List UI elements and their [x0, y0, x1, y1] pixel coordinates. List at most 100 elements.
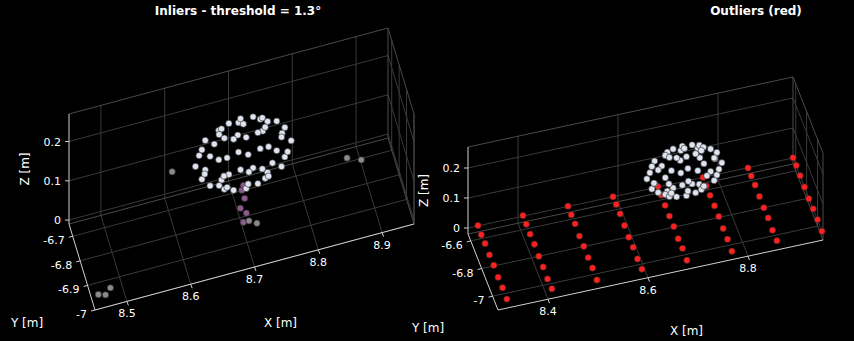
x-tick-label: 8.6 — [182, 290, 200, 303]
grid-line — [482, 199, 807, 269]
point — [269, 160, 275, 166]
z-tick — [464, 228, 468, 229]
point — [675, 236, 681, 242]
point — [207, 183, 213, 189]
point — [701, 183, 707, 189]
z-tick — [65, 220, 69, 221]
box-edge — [414, 114, 415, 224]
grid-line — [69, 134, 388, 220]
grid-line — [468, 128, 793, 198]
grid-line — [80, 175, 399, 261]
point — [102, 292, 108, 298]
point — [655, 167, 661, 173]
point — [810, 206, 816, 212]
box-edge — [69, 28, 388, 114]
point — [585, 254, 591, 260]
point — [358, 157, 364, 163]
point — [681, 145, 687, 151]
point — [724, 236, 730, 242]
grid — [69, 28, 414, 310]
point — [241, 195, 247, 201]
z-tick — [464, 168, 468, 169]
point — [670, 146, 676, 152]
grid-line — [406, 89, 407, 199]
point — [649, 163, 655, 169]
title: Inliers - threshold = 1.3° — [155, 4, 321, 18]
point — [679, 182, 685, 188]
box-edge — [69, 138, 388, 224]
point — [711, 155, 717, 161]
grid-line — [388, 95, 414, 181]
y-tick-label: -6.8 — [452, 267, 473, 280]
point — [257, 145, 263, 151]
x-tick-label: 8.8 — [310, 256, 328, 269]
point — [673, 155, 679, 161]
point — [647, 170, 653, 176]
point — [95, 291, 101, 297]
point — [226, 120, 232, 126]
points — [475, 142, 825, 303]
point — [684, 257, 690, 263]
y-tick-label: -6.9 — [58, 283, 79, 296]
point — [630, 244, 636, 250]
point — [245, 151, 251, 157]
grid-line — [468, 158, 793, 228]
x-tick — [548, 299, 550, 303]
point — [576, 233, 582, 239]
point — [274, 147, 280, 153]
box-edge — [793, 164, 823, 240]
point — [344, 155, 350, 161]
point — [278, 163, 284, 169]
y-tick — [478, 269, 482, 270]
grid-line — [793, 158, 823, 234]
x-tick — [748, 256, 750, 260]
point — [707, 146, 713, 152]
grid-line — [518, 136, 519, 223]
y-tick-label: -6.6 — [441, 239, 462, 252]
background — [0, 0, 854, 341]
point — [568, 212, 574, 218]
point — [617, 211, 623, 217]
point — [549, 286, 555, 292]
x-tick-label: 8.4 — [539, 305, 557, 318]
point — [651, 180, 657, 186]
point — [581, 243, 587, 249]
point — [230, 136, 236, 142]
point — [475, 222, 481, 228]
point — [486, 252, 492, 258]
grid-line — [100, 105, 101, 215]
point — [246, 169, 252, 175]
ticks: 8.48.68.8-6.6-6.8-700.10.2 — [441, 162, 756, 318]
point — [678, 170, 684, 176]
point — [711, 177, 717, 183]
point — [265, 173, 271, 179]
point — [621, 222, 627, 228]
point — [756, 193, 762, 199]
point — [531, 241, 537, 247]
point — [716, 166, 722, 172]
panel: 8.58.68.78.88.9-6.7-6.8-6.9-700.10.2X [m… — [10, 4, 414, 330]
x-tick — [255, 267, 257, 271]
z-tick-label: 0.2 — [443, 162, 461, 175]
point — [689, 142, 695, 148]
point — [729, 248, 735, 254]
grid-line — [88, 199, 407, 285]
point — [793, 162, 799, 168]
point — [262, 124, 268, 130]
point — [527, 231, 533, 237]
point — [255, 129, 261, 135]
point — [613, 201, 619, 207]
point — [520, 212, 526, 218]
point — [221, 135, 227, 141]
point — [797, 172, 803, 178]
point — [540, 264, 546, 270]
grid-line — [95, 224, 414, 310]
x-axis-line — [498, 240, 823, 310]
x-tick-label: 8.9 — [373, 239, 391, 252]
y-axis-line — [69, 224, 95, 310]
point — [589, 265, 595, 271]
point — [536, 253, 542, 259]
y-tick — [489, 296, 493, 297]
z-tick — [464, 198, 468, 199]
grid-line — [388, 56, 414, 142]
